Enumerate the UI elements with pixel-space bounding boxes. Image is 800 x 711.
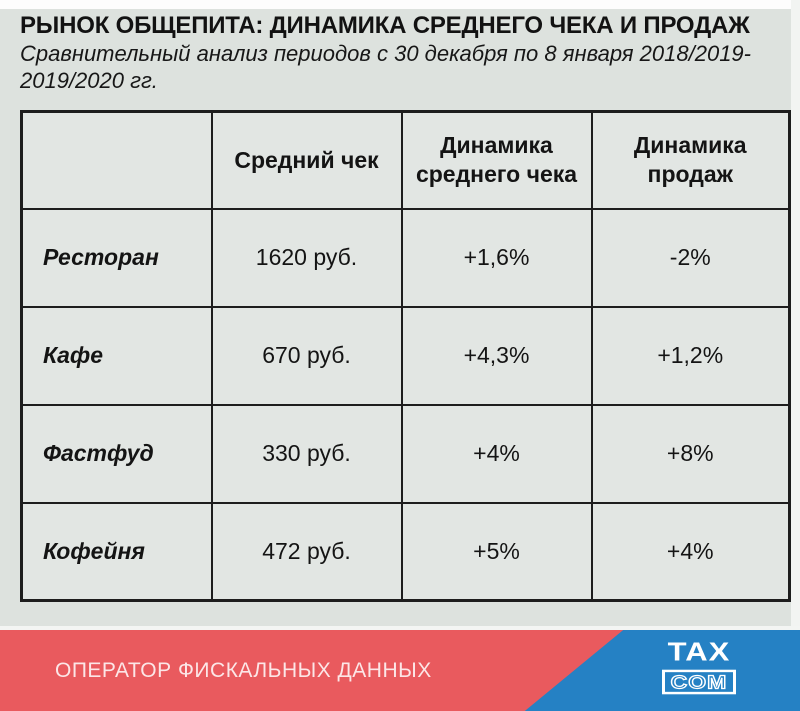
header-cell-sales-dynamics: Динамика продаж <box>590 110 791 210</box>
cell-restaurant-avg-check: 1620 руб. <box>210 207 403 308</box>
header-cell-empty <box>20 110 213 210</box>
cell-restaurant-sales-dynamics: -2% <box>590 207 791 308</box>
header-cell-avg-check: Средний чек <box>210 110 403 210</box>
table-row: Кафе 670 руб. +4,3% +1,2% <box>20 305 791 406</box>
cell-fastfood-avg-check: 330 руб. <box>210 403 403 504</box>
table-row: Фастфуд 330 руб. +4% +8% <box>20 403 791 504</box>
pre-banner-strip <box>0 626 800 630</box>
cell-fastfood-check-dynamics: +4% <box>400 403 593 504</box>
header-cell-check-dynamics: Динамика среднего чека <box>400 110 593 210</box>
page-subtitle: Сравнительный анализ периодов с 30 декаб… <box>20 41 751 93</box>
row-label-cafe: Кафе <box>20 305 213 406</box>
cell-restaurant-check-dynamics: +1,6% <box>400 207 593 308</box>
page-title: РЫНОК ОБЩЕПИТА: ДИНАМИКА СРЕДНЕГО ЧЕКА И… <box>20 12 750 39</box>
cell-coffeeshop-check-dynamics: +5% <box>400 501 593 602</box>
right-edge-strip <box>791 0 800 630</box>
row-label-coffeeshop: Кофейня <box>20 501 213 602</box>
row-label-restaurant: Ресторан <box>20 207 213 308</box>
taxcom-logo: TAX COM <box>643 637 755 697</box>
cell-coffeeshop-avg-check: 472 руб. <box>210 501 403 602</box>
table-header-row: Средний чек Динамика среднего чека Динам… <box>20 110 791 210</box>
footer-banner: ОПЕРАТОР ФИСКАЛЬНЫХ ДАННЫХ TAX COM <box>0 630 800 711</box>
avg-check-dynamics-table: Средний чек Динамика среднего чека Динам… <box>20 110 791 602</box>
fiscal-data-operator-label: ОПЕРАТОР ФИСКАЛЬНЫХ ДАННЫХ <box>55 658 432 682</box>
top-edge-strip <box>0 0 800 9</box>
taxcom-logo-com-text: COM <box>661 669 737 695</box>
row-label-fastfood: Фастфуд <box>20 403 213 504</box>
cell-cafe-sales-dynamics: +1,2% <box>590 305 791 406</box>
table-row: Ресторан 1620 руб. +1,6% -2% <box>20 207 791 308</box>
table-row: Кофейня 472 руб. +5% +4% <box>20 501 791 602</box>
cell-coffeeshop-sales-dynamics: +4% <box>590 501 791 602</box>
taxcom-logo-tax-text: TAX <box>667 636 731 667</box>
cell-cafe-check-dynamics: +4,3% <box>400 305 593 406</box>
cell-fastfood-sales-dynamics: +8% <box>590 403 791 504</box>
cell-cafe-avg-check: 670 руб. <box>210 305 403 406</box>
